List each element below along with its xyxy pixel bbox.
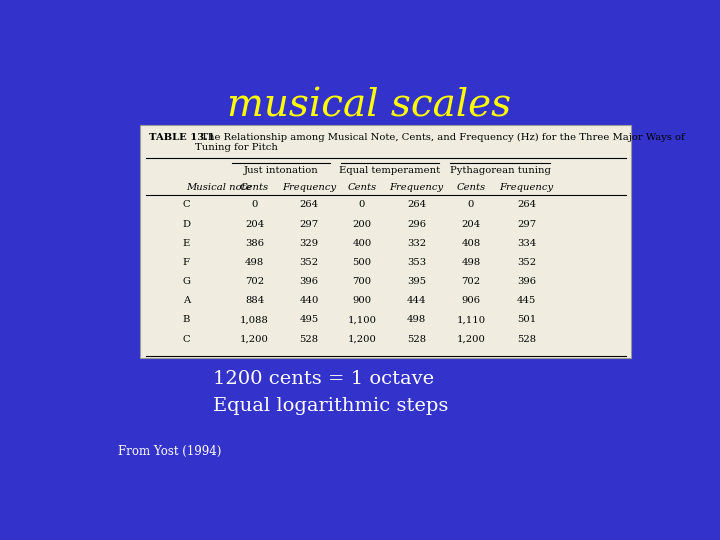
Text: 1,088: 1,088 (240, 315, 269, 325)
FancyBboxPatch shape (140, 125, 631, 358)
Text: 884: 884 (245, 296, 264, 305)
Text: musical scales: musical scales (227, 87, 511, 125)
Text: 332: 332 (407, 239, 426, 248)
Text: 528: 528 (300, 335, 318, 343)
Text: Musical note: Musical note (186, 183, 252, 192)
Text: D: D (182, 220, 190, 228)
Text: 906: 906 (462, 296, 480, 305)
Text: Pythagorean tuning: Pythagorean tuning (450, 166, 551, 176)
Text: 352: 352 (300, 258, 318, 267)
Text: 500: 500 (353, 258, 372, 267)
Text: 408: 408 (462, 239, 480, 248)
Text: 329: 329 (300, 239, 318, 248)
Text: 1,200: 1,200 (456, 335, 485, 343)
Text: 702: 702 (462, 277, 480, 286)
Text: 501: 501 (517, 315, 536, 325)
Text: 297: 297 (300, 220, 318, 228)
Text: 1200 cents = 1 octave
Equal logarithmic steps: 1200 cents = 1 octave Equal logarithmic … (213, 370, 448, 415)
Text: 396: 396 (300, 277, 318, 286)
Text: A: A (183, 296, 190, 305)
Text: 395: 395 (407, 277, 426, 286)
Text: 702: 702 (245, 277, 264, 286)
Text: 0: 0 (359, 200, 365, 210)
Text: The Relationship among Musical Note, Cents, and Frequency (Hz) for the Three Maj: The Relationship among Musical Note, Cen… (195, 133, 685, 152)
Text: C: C (182, 335, 190, 343)
Text: 498: 498 (462, 258, 480, 267)
Text: 440: 440 (300, 296, 319, 305)
Text: 495: 495 (300, 315, 319, 325)
Text: 396: 396 (517, 277, 536, 286)
Text: 297: 297 (517, 220, 536, 228)
Text: Just intonation: Just intonation (244, 166, 318, 176)
Text: Cents: Cents (456, 183, 485, 192)
Text: 386: 386 (245, 239, 264, 248)
Text: 200: 200 (353, 220, 372, 228)
Text: 700: 700 (353, 277, 372, 286)
Text: 498: 498 (407, 315, 426, 325)
Text: 353: 353 (407, 258, 426, 267)
Text: 400: 400 (352, 239, 372, 248)
Text: Equal temperament: Equal temperament (339, 166, 441, 176)
Text: Cents: Cents (348, 183, 377, 192)
Text: G: G (182, 277, 190, 286)
Text: 498: 498 (245, 258, 264, 267)
Text: Frequency: Frequency (282, 183, 336, 192)
Text: 264: 264 (407, 200, 426, 210)
Text: 0: 0 (251, 200, 258, 210)
Text: 444: 444 (407, 296, 426, 305)
Text: 528: 528 (407, 335, 426, 343)
Text: 528: 528 (517, 335, 536, 343)
Text: Frequency: Frequency (500, 183, 554, 192)
Text: 1,200: 1,200 (348, 335, 377, 343)
Text: 264: 264 (300, 200, 318, 210)
Text: E: E (183, 239, 190, 248)
Text: 1,100: 1,100 (348, 315, 377, 325)
Text: From Yost (1994): From Yost (1994) (118, 445, 221, 458)
Text: 0: 0 (468, 200, 474, 210)
Text: 204: 204 (245, 220, 264, 228)
Text: 352: 352 (517, 258, 536, 267)
Text: 334: 334 (517, 239, 536, 248)
Text: Frequency: Frequency (390, 183, 444, 192)
Text: 1,110: 1,110 (456, 315, 485, 325)
Text: B: B (183, 315, 190, 325)
Text: 296: 296 (407, 220, 426, 228)
Text: 264: 264 (517, 200, 536, 210)
Text: Cents: Cents (240, 183, 269, 192)
Text: C: C (182, 200, 190, 210)
Text: F: F (183, 258, 190, 267)
Text: 445: 445 (517, 296, 536, 305)
Text: 1,200: 1,200 (240, 335, 269, 343)
Text: 900: 900 (353, 296, 372, 305)
Text: 204: 204 (462, 220, 480, 228)
Text: TABLE 13.1: TABLE 13.1 (148, 133, 215, 141)
